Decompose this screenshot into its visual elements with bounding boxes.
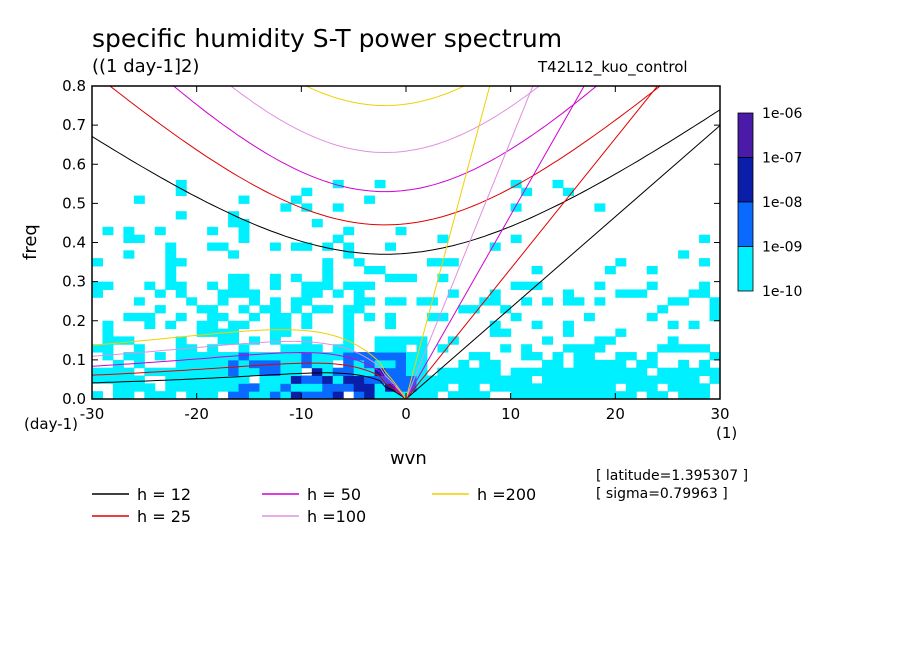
y-tick-label: 0.2 [62,312,86,330]
x-tick-label: 10 [501,405,520,423]
legend-label: h = 50 [307,485,361,504]
units-label: ((1 day-1]2) [92,56,200,77]
kelvin-ray-3 [405,86,585,399]
x-tick-label: -30 [80,405,105,423]
x-axis-label: wvn [390,448,427,469]
colorbar-label: 1e-06 [762,106,802,122]
legend-label: h = 12 [137,485,191,504]
x-tick-label: -10 [289,405,314,423]
colorbar-label: 1e-10 [762,284,802,300]
kelvin-ray-2 [405,86,658,399]
rossby-curve-3 [92,351,407,399]
run-label: T42L12_kuo_control [538,58,688,76]
legend-label: h = 25 [137,507,191,526]
colorbar-swatch [737,246,754,292]
curve-5 [305,86,466,107]
y-tick-label: 0.8 [62,77,86,95]
rossby-curve-1 [92,372,407,399]
kelvin-ray-5 [405,86,491,399]
y-tick-label: 0.3 [62,273,86,291]
curve-3 [172,86,598,193]
chart-title: specific humidity S-T power spectrum [92,24,563,53]
kelvin-ray-4 [405,86,534,399]
rossby-curve-4 [92,340,407,399]
colorbar-swatch [737,201,754,247]
colorbar-swatch [737,112,754,158]
legend-label: h =100 [307,507,366,526]
colorbar-label: 1e-07 [762,151,802,167]
power-field [92,179,720,399]
curve-4 [230,86,541,154]
curve-2 [109,86,661,226]
rossby-curve-2 [92,362,407,399]
legend-label: h =200 [477,485,536,504]
x-tick-label: 20 [606,405,625,423]
y-tick-label: 0.1 [62,351,86,369]
rossby-curve-5 [92,329,407,399]
x-tick-label: 0 [401,405,411,423]
colorbar-label: 1e-09 [762,240,802,256]
y-tick-label: 0.5 [62,194,86,212]
y-tick-label: 0.4 [62,234,86,252]
x-tick-label: 30 [710,405,729,423]
colorbar-swatch [737,157,754,203]
sigma-info: [ sigma=0.79963 ] [596,486,728,502]
y-tick-label: 0.6 [62,155,86,173]
colorbar-label: 1e-08 [762,195,802,211]
x-unit-label: (1) [716,424,738,442]
curve-1 [92,109,720,255]
x-tick-label: -20 [184,405,209,423]
latitude-info: [ latitude=1.395307 ] [596,468,749,484]
dispersion-curves [92,86,720,399]
y-unit-label: (day-1) [24,415,78,433]
y-tick-label: 0.0 [62,390,86,408]
kelvin-ray-1 [405,124,720,399]
y-tick-label: 0.7 [62,116,86,134]
